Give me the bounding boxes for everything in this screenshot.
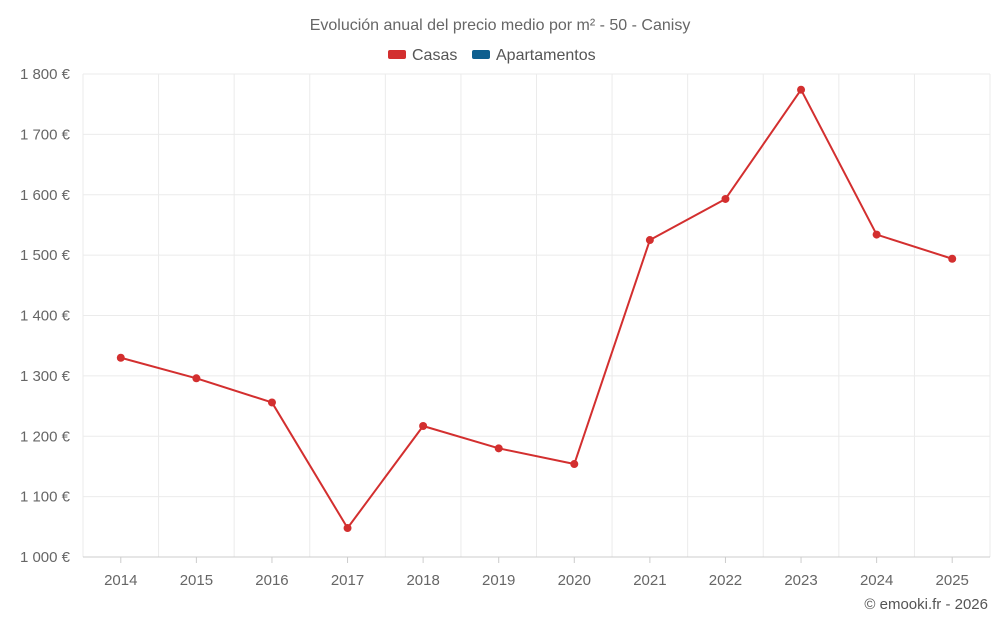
credit-text: © emooki.fr - 2026 xyxy=(864,596,988,613)
series-line-casas xyxy=(120,88,953,530)
legend-swatch-apartamentos xyxy=(472,50,490,59)
y-tick-label: 1 800 € xyxy=(20,66,71,83)
data-point-casas-2024[interactable] xyxy=(872,230,881,239)
data-point-casas-2025[interactable] xyxy=(948,254,957,263)
data-point-casas-2023[interactable] xyxy=(797,85,806,94)
x-tick-label: 2016 xyxy=(255,572,288,589)
series-casas xyxy=(116,85,957,533)
data-point-casas-2015[interactable] xyxy=(192,374,201,383)
x-tick-label: 2025 xyxy=(936,572,969,589)
chart-title: Evolución anual del precio medio por m² … xyxy=(310,17,691,34)
data-point-casas-2021[interactable] xyxy=(645,236,654,245)
x-tick-label: 2015 xyxy=(180,572,213,589)
legend-swatch-casas xyxy=(388,50,406,59)
legend-label-apartamentos: Apartamentos xyxy=(496,47,596,64)
x-tick-label: 2021 xyxy=(633,572,666,589)
x-tick-label: 2024 xyxy=(860,572,893,589)
x-tick-label: 2023 xyxy=(784,572,817,589)
grid xyxy=(82,73,991,557)
y-axis-labels: 1 000 € 1 100 € 1 200 € 1 300 € 1 400 € 1 500… xyxy=(20,66,71,566)
y-tick-label: 1 700 € xyxy=(20,126,71,143)
data-point-casas-2016[interactable] xyxy=(267,398,276,407)
y-tick-label: 1 400 € xyxy=(20,308,71,325)
data-point-casas-2019[interactable] xyxy=(494,444,503,453)
y-tick-label: 1 600 € xyxy=(20,187,71,204)
x-axis-labels: 2014 2015 2016 2017 2018 2019 2020 2021 2022 2023… xyxy=(104,572,969,589)
data-point-casas-2018[interactable] xyxy=(419,421,428,430)
y-tick-label: 1 100 € xyxy=(20,489,71,506)
y-tick-label: 1 200 € xyxy=(20,428,71,445)
data-point-casas-2017[interactable] xyxy=(343,524,352,533)
x-tick-label: 2022 xyxy=(709,572,742,589)
data-point-casas-2014[interactable] xyxy=(116,353,125,362)
x-tick-label: 2020 xyxy=(558,572,591,589)
legend-item-casas[interactable]: Casas xyxy=(388,47,457,64)
legend-label-casas: Casas xyxy=(412,47,457,64)
legend-item-apartamentos[interactable]: Apartamentos xyxy=(472,47,596,64)
x-tick-label: 2014 xyxy=(104,572,137,589)
y-tick-label: 1 000 € xyxy=(20,549,71,566)
data-point-casas-2020[interactable] xyxy=(570,460,579,469)
x-tick-label: 2017 xyxy=(331,572,364,589)
axes xyxy=(83,556,990,563)
y-tick-label: 1 500 € xyxy=(20,247,71,264)
legend: Casas Apartamentos xyxy=(388,47,596,64)
x-tick-label: 2018 xyxy=(406,572,439,589)
x-tick-label: 2019 xyxy=(482,572,515,589)
data-point-casas-2022[interactable] xyxy=(721,194,730,203)
y-tick-label: 1 300 € xyxy=(20,368,71,385)
